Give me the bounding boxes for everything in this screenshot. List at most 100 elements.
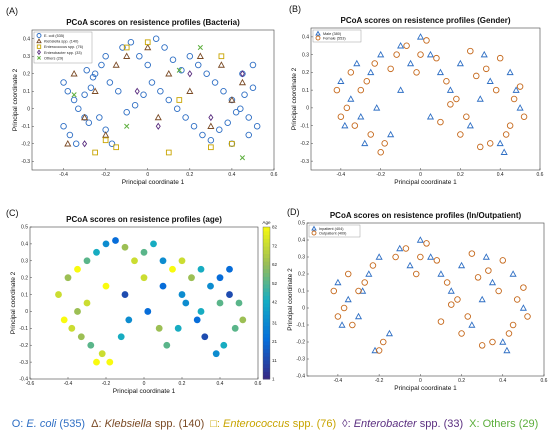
- data-point: [108, 140, 116, 147]
- x-tick-label: 0.4: [217, 381, 224, 387]
- data-point: [371, 60, 378, 67]
- y-axis-label: Principal coordinate 2: [12, 68, 19, 131]
- data-point: [207, 282, 214, 290]
- colorbar-tick-label: 42: [272, 300, 278, 305]
- data-point: [124, 123, 130, 129]
- data-point: [341, 121, 349, 129]
- legend-box: [312, 29, 362, 43]
- data-point: [157, 87, 164, 95]
- colorbar-segment: [263, 325, 270, 331]
- data-point: [343, 104, 351, 112]
- data-point: [249, 61, 257, 69]
- x-tick-label: 0: [146, 172, 149, 178]
- colorbar-segment: [263, 333, 270, 338]
- y-tick-label: 0.4: [302, 35, 309, 41]
- data-point: [387, 65, 394, 73]
- data-point: [217, 61, 225, 68]
- colorbar-segment: [263, 287, 270, 293]
- panel-title: PCoA scores on resistence profiles (age): [66, 215, 222, 224]
- data-point: [123, 44, 130, 51]
- x-tick-label: 0: [419, 172, 422, 178]
- data-point: [91, 70, 99, 77]
- legend-label: Outpatient (409): [319, 232, 347, 236]
- bottom-legend-name: Klebsiella: [104, 418, 152, 430]
- data-point: [238, 78, 246, 86]
- bottom-legend-item: □: Enterococcus spp. (76): [210, 418, 336, 430]
- data-point: [474, 274, 482, 281]
- data-point: [347, 69, 355, 76]
- data-point: [245, 131, 252, 139]
- bottom-legend-name: E. coli: [26, 418, 57, 430]
- data-point: [447, 287, 455, 294]
- data-point: [208, 113, 214, 122]
- y-tick-label: -0.4: [19, 377, 28, 383]
- x-axis-label: Principal coordinate 1: [113, 388, 176, 395]
- data-point: [423, 37, 430, 44]
- data-point: [385, 329, 393, 337]
- y-tick-label: -0.1: [296, 323, 305, 329]
- data-point: [165, 149, 172, 156]
- bottom-legend-symbol: □:: [210, 418, 224, 430]
- y-tick-label: 0.5: [21, 225, 28, 231]
- colorbar-segment: [263, 230, 270, 236]
- data-point: [199, 131, 206, 139]
- y-axis-label: Principal coordinate 2: [10, 271, 17, 334]
- data-point: [144, 308, 152, 315]
- legend: Male (380)Female (553): [312, 29, 362, 43]
- y-tick-label: -0.3: [21, 159, 30, 165]
- data-point: [119, 44, 126, 51]
- data-point: [70, 96, 78, 104]
- data-point: [349, 321, 356, 329]
- y-tick-label: -0.2: [19, 343, 28, 349]
- data-point: [239, 155, 246, 161]
- bottom-legend-count: (535): [56, 418, 86, 430]
- legend-label: Others (29): [44, 56, 64, 60]
- colorbar-segment: [263, 371, 270, 376]
- bottom-legend-count: spp. (76): [289, 418, 337, 430]
- data-point: [134, 87, 140, 95]
- data-point: [423, 240, 430, 247]
- bottom-legend-name: Others: [482, 418, 516, 430]
- data-point: [70, 70, 78, 77]
- y-tick-label: 0.1: [23, 89, 30, 95]
- panel-label: (B): [289, 4, 301, 14]
- data-point: [403, 42, 410, 50]
- data-point: [367, 68, 375, 76]
- data-point: [165, 96, 173, 104]
- data-point: [524, 313, 531, 320]
- colorbar-tick-label: 52: [272, 281, 278, 286]
- data-point: [477, 143, 484, 151]
- data-point: [416, 236, 424, 243]
- y-tick-label: 0: [27, 106, 30, 112]
- data-point: [72, 140, 80, 147]
- data-point: [106, 358, 114, 366]
- data-point: [417, 253, 424, 261]
- data-point: [66, 131, 74, 139]
- colorbar-segment: [263, 367, 270, 372]
- data-point: [499, 338, 507, 345]
- data-point: [437, 118, 444, 126]
- data-point: [154, 113, 162, 121]
- y-tick-label: 0.2: [21, 275, 28, 281]
- colorbar-segment: [263, 238, 270, 243]
- data-point: [393, 51, 400, 58]
- data-points: [55, 237, 247, 366]
- legend-marker: [36, 44, 42, 49]
- x-tick-label: 0: [419, 378, 422, 384]
- data-point: [361, 139, 369, 147]
- colorbar-segment: [263, 265, 270, 270]
- data-point: [337, 113, 345, 120]
- x-tick-label: -0.2: [102, 381, 111, 387]
- data-point: [478, 342, 486, 349]
- data-point: [131, 257, 138, 265]
- bottom-legend-symbol: X:: [469, 418, 483, 430]
- data-point: [163, 341, 171, 349]
- colorbar-segment: [263, 272, 270, 277]
- colorbar-segment: [263, 249, 270, 255]
- colorbar-segment: [263, 257, 270, 262]
- data-point: [194, 61, 202, 69]
- data-point: [193, 316, 201, 324]
- data-point: [463, 113, 470, 120]
- data-point: [496, 54, 504, 62]
